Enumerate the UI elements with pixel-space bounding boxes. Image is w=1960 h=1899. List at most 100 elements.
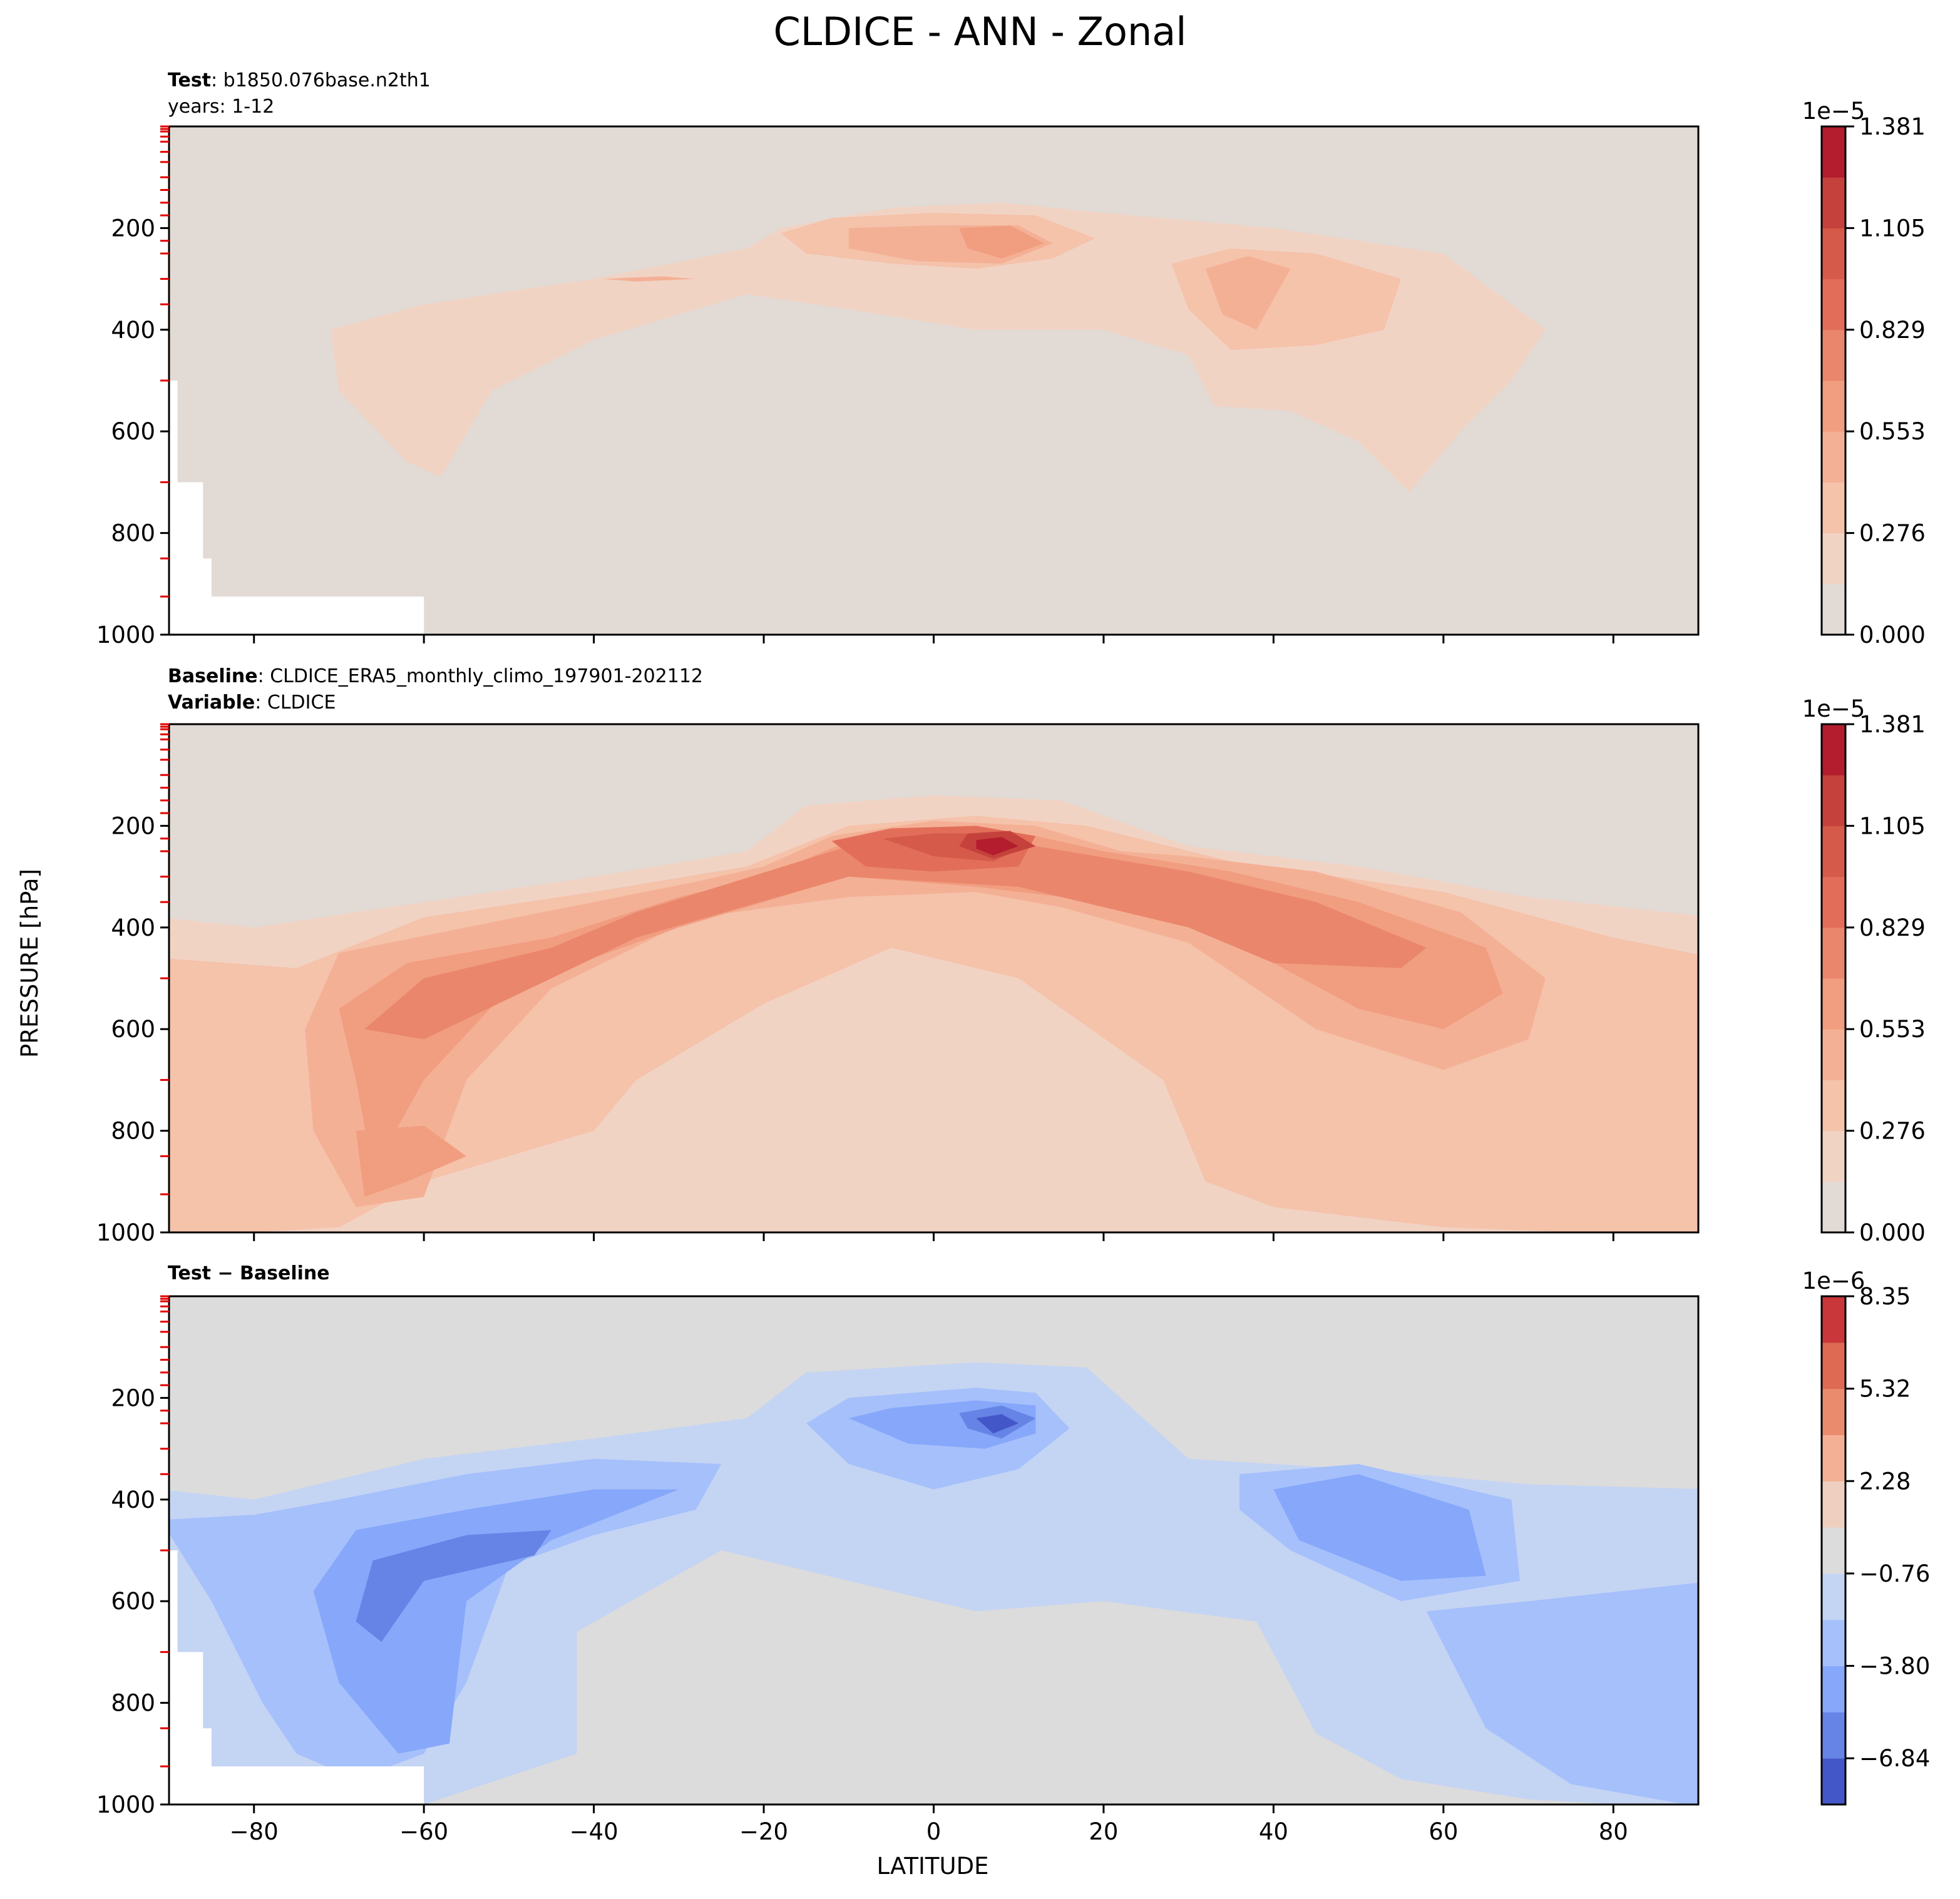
- colorbar-segment: [1822, 1342, 1845, 1390]
- y-tick-label: 1000: [96, 1219, 155, 1246]
- y-tick-label: 600: [111, 418, 155, 445]
- contour-level-9: [976, 837, 1019, 856]
- y-tick-label: 1000: [96, 622, 155, 648]
- y-tick-label: 200: [111, 1385, 155, 1411]
- missing-data: [169, 1550, 424, 1804]
- colorbar-tick-label: −3.80: [1859, 1653, 1930, 1680]
- test-years: years: 1-12: [168, 96, 275, 118]
- y-tick-label: 400: [111, 914, 155, 941]
- colorbar-segment: [1822, 1712, 1845, 1759]
- colorbar-tick-label: 0.553: [1859, 1016, 1926, 1043]
- x-tick-label: 20: [1089, 1818, 1118, 1845]
- x-tick-label: 80: [1599, 1818, 1628, 1845]
- x-tick-label: −40: [570, 1818, 618, 1845]
- colorbar-tick-label: −6.84: [1859, 1745, 1930, 1772]
- contour-level-3c: [1205, 256, 1291, 330]
- colorbar-tick-label: 0.829: [1859, 317, 1926, 344]
- colorbar-segment: [1822, 228, 1845, 280]
- colorbar-segment: [1822, 1666, 1845, 1712]
- colorbar-segment: [1822, 1573, 1845, 1620]
- colorbar-segment: [1822, 431, 1845, 483]
- colorbar-segment: [1822, 279, 1845, 330]
- colorbar-segment: [1822, 1435, 1845, 1482]
- contour-level-5: [364, 836, 1427, 1040]
- variable-label-bold: Variable: [168, 692, 255, 714]
- colorbar-frame: [1820, 1295, 1847, 1806]
- x-tick-label: −20: [739, 1818, 788, 1845]
- colorbar-tick-label: 2.28: [1859, 1468, 1911, 1495]
- x-tick-label: −60: [399, 1818, 448, 1845]
- colorbar-segment: [1822, 482, 1845, 534]
- colorbar-segment: [1822, 1388, 1845, 1435]
- colorbar-segment: [1822, 1181, 1845, 1233]
- x-tick-label: 40: [1259, 1818, 1288, 1845]
- colorbar-exponent: 1e−6: [1802, 1267, 1865, 1294]
- colorbar-segment: [1822, 1619, 1845, 1667]
- colorbar-tick-label: −0.76: [1859, 1560, 1930, 1587]
- colorbar-segment: [1822, 826, 1845, 878]
- test-label-bold: Test: [168, 69, 212, 91]
- y-tick-label: 800: [111, 520, 155, 547]
- x-tick-label: −80: [230, 1818, 279, 1845]
- colorbar-segment: [1822, 533, 1845, 585]
- panel-baseline: 200 400 600 800 1000 1e−5 0.000 0.276 0.553 0.829…: [96, 695, 1926, 1246]
- missing-data: [169, 381, 424, 635]
- colorbar-segment: [1822, 1029, 1845, 1080]
- contour-level-4: [959, 225, 1044, 259]
- contour-field: [169, 126, 1698, 635]
- baseline-label-bold: Baseline: [168, 665, 258, 687]
- y-tick-label: 200: [111, 215, 155, 242]
- colorbar-tick-label: 0.000: [1859, 1219, 1926, 1246]
- colorbar-tick-label: 1.381: [1859, 711, 1926, 738]
- colorbar-segment: [1822, 1080, 1845, 1132]
- colorbar-baseline: 1e−5 0.000 0.276 0.553 0.829 1.105 1.381: [1802, 695, 1926, 1246]
- colorbar-frame: [1820, 723, 1847, 1234]
- contour-level-neg3c: [1273, 1474, 1486, 1581]
- colorbar-segment: [1822, 1481, 1845, 1528]
- y-tick-label: 1000: [96, 1791, 155, 1818]
- x-tick-label: 0: [926, 1818, 942, 1845]
- colorbar-segment: [1822, 927, 1845, 979]
- colorbar-segment: [1822, 583, 1845, 635]
- colorbar-tick-label: 1.381: [1859, 113, 1926, 140]
- colorbar-segment: [1822, 1758, 1845, 1805]
- y-tick-label: 600: [111, 1588, 155, 1615]
- colorbar-exponent: 1e−5: [1802, 695, 1865, 722]
- colorbar-segment: [1822, 1130, 1845, 1182]
- contour-field: [169, 1296, 1698, 1804]
- test-label-text: : b1850.076base.n2th1: [211, 69, 431, 91]
- baseline-panel-header: Baseline: CLDICE_ERA5_monthly_climo_1979…: [168, 663, 703, 716]
- y-tick-label: 400: [111, 1487, 155, 1513]
- colorbar-segment: [1822, 381, 1845, 432]
- y-tick-label: 400: [111, 317, 155, 344]
- colorbar-segment: [1822, 876, 1845, 928]
- colorbar-segment: [1822, 329, 1845, 381]
- contour-field: [169, 724, 1698, 1232]
- colorbar-diff: 1e−6 −6.84 −3.80 −0.76 2.28 5.32 8.35: [1802, 1267, 1930, 1806]
- colorbar-tick-label: 5.32: [1859, 1376, 1911, 1403]
- colorbar-segment: [1822, 1527, 1845, 1574]
- figure-title: CLDICE - ANN - Zonal: [773, 9, 1187, 54]
- contour-level-neg2d: [1426, 1582, 1698, 1804]
- colorbar-tick-label: 0.553: [1859, 418, 1926, 445]
- colorbar-test: 1e−5 0.000 0.276 0.553 0.829 1.105 1.381: [1802, 98, 1926, 648]
- colorbar-segment: [1822, 724, 1845, 775]
- colorbar-tick-label: 1.105: [1859, 215, 1926, 242]
- colorbar-tick-label: 8.35: [1859, 1283, 1911, 1310]
- colorbar-segment: [1822, 177, 1845, 228]
- y-tick-label: 800: [111, 1690, 155, 1717]
- panel-test: 200 400 600 800 1000 1e−5 0.000 0.276 0.553 0.829…: [96, 98, 1926, 648]
- y-tick-label: 200: [111, 812, 155, 839]
- diff-label: Test − Baseline: [168, 1262, 330, 1284]
- y-tick-label: 800: [111, 1118, 155, 1145]
- colorbar-tick-label: 1.105: [1859, 812, 1926, 839]
- contour-level-neg5b: [976, 1414, 1019, 1434]
- y-tick-label: 600: [111, 1016, 155, 1043]
- diff-panel-header: Test − Baseline: [168, 1261, 330, 1287]
- colorbar-segment: [1822, 126, 1845, 178]
- test-panel-header: Test: b1850.076base.n2th1 years: 1-12: [168, 68, 431, 120]
- x-tick-label: 60: [1429, 1818, 1458, 1845]
- colorbar-tick-label: 0.829: [1859, 914, 1926, 941]
- variable-label-text: : CLDICE: [255, 692, 336, 714]
